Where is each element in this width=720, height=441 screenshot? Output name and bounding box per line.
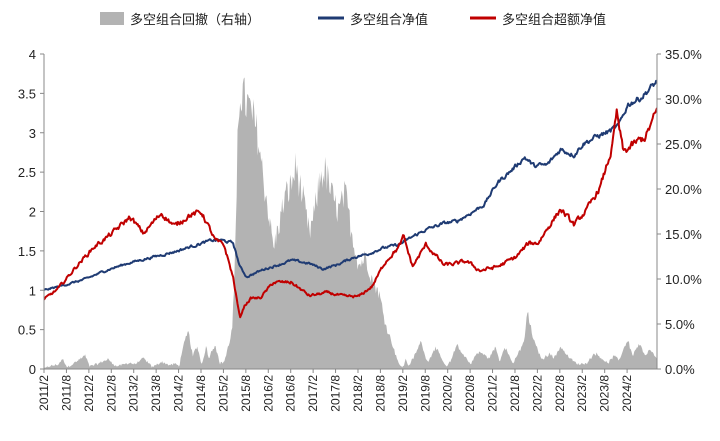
y-right-tick-label: 35.0%	[665, 47, 702, 62]
x-tick-label: 2017/2	[306, 375, 320, 412]
x-tick-label: 2016/8	[284, 375, 298, 412]
y-right-tick-label: 0.0%	[665, 362, 695, 377]
y-left-tick-label: 4	[29, 47, 36, 62]
x-tick-label: 2015/2	[216, 375, 230, 412]
legend: 多空组合回撤（右轴） 多空组合净值 多空组合超额净值	[100, 12, 606, 27]
x-tick-label: 2022/8	[553, 375, 567, 412]
x-tick-label: 2021/8	[508, 375, 522, 412]
y-left-tick-label: 0.5	[18, 323, 36, 338]
y-left-tick-label: 3.5	[18, 86, 36, 101]
series-drawdown-area	[44, 77, 657, 369]
x-tick-label: 2012/2	[82, 375, 96, 412]
plot-area	[44, 77, 657, 369]
legend-label-excess: 多空组合超额净值	[502, 12, 606, 27]
x-tick-label: 2011/8	[59, 375, 73, 411]
y-right-tick-label: 30.0%	[665, 92, 702, 107]
x-tick-label: 2013/8	[149, 375, 163, 412]
y-left-tick-label: 0	[29, 362, 36, 377]
y-right-tick-label: 15.0%	[665, 227, 702, 242]
x-tick-label: 2012/8	[104, 375, 118, 412]
x-tick-label: 2015/8	[239, 375, 253, 412]
x-tick-label: 2014/2	[172, 375, 186, 412]
x-tick-label: 2021/2	[486, 375, 500, 412]
legend-label-drawdown: 多空组合回撤（右轴）	[130, 12, 260, 27]
x-tick-label: 2017/8	[329, 375, 343, 412]
y-left-tick-label: 2.5	[18, 165, 36, 180]
x-tick-label: 2019/8	[418, 375, 432, 412]
y-right-tick-label: 5.0%	[665, 317, 695, 332]
legend-label-nav: 多空组合净值	[350, 12, 428, 27]
series-excess-line	[44, 107, 657, 319]
x-tick-label: 2016/2	[261, 375, 275, 412]
x-tick-label: 2024/2	[620, 375, 634, 412]
x-tick-label: 2014/8	[194, 375, 208, 412]
x-tick-label: 2023/2	[575, 375, 589, 412]
y-right-tick-label: 20.0%	[665, 182, 702, 197]
axes: 0 0.5 1 1.5 2 2.5 3 3.5 4 0.0% 5.0% 10.0% 15.0% 20.0%…	[18, 47, 702, 412]
x-tick-label: 2011/2	[37, 375, 51, 411]
y-right-tick-label: 10.0%	[665, 272, 702, 287]
x-tick-label: 2022/2	[530, 375, 544, 412]
y-left-tick-label: 3	[29, 126, 36, 141]
x-tick-label: 2018/8	[373, 375, 387, 412]
x-tick-label: 2013/2	[127, 375, 141, 412]
x-tick-label: 2023/8	[598, 375, 612, 412]
x-tick-label: 2020/8	[463, 375, 477, 412]
y-left-tick-label: 1	[29, 283, 36, 298]
legend-swatch-drawdown	[100, 12, 124, 25]
x-tick-label: 2018/2	[351, 375, 365, 412]
y-right-tick-label: 25.0%	[665, 137, 702, 152]
x-tick-label: 2020/2	[441, 375, 455, 412]
x-tick-label: 2019/2	[396, 375, 410, 412]
y-left-tick-label: 1.5	[18, 244, 36, 259]
y-left-tick-label: 2	[29, 205, 36, 220]
series-nav-line	[44, 79, 657, 291]
